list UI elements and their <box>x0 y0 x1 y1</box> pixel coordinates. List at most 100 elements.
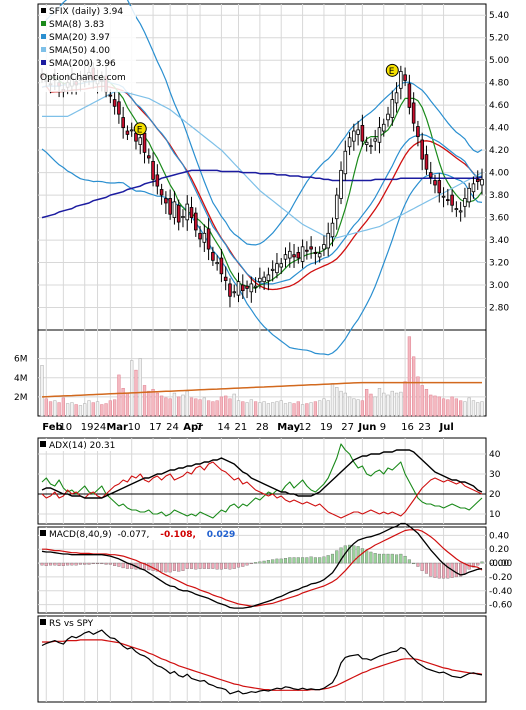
macd-histogram-bar <box>194 562 198 570</box>
date-tick-label: 28 <box>256 422 269 433</box>
candle-body <box>364 141 369 145</box>
date-tick-label: 10 <box>59 422 72 433</box>
volume-bar <box>155 392 159 417</box>
date-tick-label: 24 <box>166 422 179 433</box>
macd-histogram-bar <box>395 554 399 564</box>
macd-histogram-bar <box>100 562 104 565</box>
macd-histogram-bar <box>40 562 44 566</box>
volume-bar <box>177 396 181 417</box>
volume-bar <box>420 385 424 417</box>
volume-bar <box>100 404 104 417</box>
candle-body <box>245 285 249 289</box>
macd-histogram-bar <box>70 562 74 566</box>
volume-bar <box>91 402 95 417</box>
macd-histogram-bar <box>87 562 91 565</box>
candle-body <box>399 71 403 89</box>
price-tick-label: 4.80 <box>489 79 509 89</box>
candle-body <box>437 180 442 194</box>
candle-body <box>121 117 125 129</box>
candle-body <box>292 254 296 258</box>
legend-background <box>40 6 136 92</box>
volume-bar <box>459 400 463 417</box>
panel-frames <box>37 3 487 703</box>
macd-histogram-bar <box>61 562 65 566</box>
volume-bar <box>433 395 437 417</box>
volume-bar <box>249 399 253 417</box>
macd-histogram-bar <box>189 562 194 569</box>
macd-histogram-bar <box>138 562 142 570</box>
macd-tick-label: -0.00 <box>489 559 513 569</box>
date-tick-label: Feb <box>42 422 62 433</box>
macd-histogram-bar <box>424 562 429 574</box>
volume-bar <box>309 402 313 417</box>
candle-body <box>206 228 211 250</box>
candle-body <box>215 262 219 265</box>
volume-bar <box>416 376 420 417</box>
macd-histogram-bar <box>215 562 219 570</box>
volume-bar <box>61 397 65 417</box>
macd-histogram-bar <box>382 553 386 564</box>
candle-body <box>142 132 147 153</box>
volume-bar <box>78 405 83 417</box>
volume-bar <box>172 392 177 417</box>
candle-body <box>309 246 313 250</box>
watermark: OptionChance.com <box>40 73 126 83</box>
candle-body <box>373 138 377 142</box>
macd-histogram-bar <box>339 547 343 564</box>
macd-line <box>41 522 483 609</box>
volume-bar <box>347 396 352 417</box>
candle-body <box>112 99 117 107</box>
volume-bar <box>365 388 369 417</box>
legend-swatch-sma200 <box>41 60 46 65</box>
earnings-marker-label: E <box>137 125 143 135</box>
macd-value: -0.077, <box>118 530 150 540</box>
volume-bar <box>202 397 206 417</box>
macd-histogram-bar <box>207 562 211 569</box>
candle-body <box>164 198 168 204</box>
legend-swatch-price <box>41 8 46 13</box>
candle-body <box>322 244 326 250</box>
macd-histogram-bar <box>104 562 108 565</box>
volume-bar <box>382 392 386 417</box>
candle-body <box>253 285 258 288</box>
candle-body <box>369 145 373 148</box>
volume-bar <box>185 390 189 417</box>
price-tick-label: 4.40 <box>489 124 509 134</box>
volume-bar <box>288 402 292 417</box>
volume-bar <box>215 400 219 417</box>
earnings-marker <box>133 122 147 136</box>
price-tick-label: 4.20 <box>489 146 509 156</box>
volume-bar <box>322 398 326 417</box>
date-tick-label: 12 <box>299 422 312 433</box>
volume-bar <box>292 403 296 417</box>
adx-tick-label: 40 <box>489 450 501 460</box>
volume-bar <box>330 383 335 417</box>
candle-body <box>283 254 288 260</box>
volume-bar <box>147 390 151 417</box>
macd-histogram-bar <box>420 562 424 571</box>
candle-body <box>390 99 395 118</box>
candle-body <box>189 207 194 218</box>
adx-title: ADX(14) 20.31 <box>49 441 115 451</box>
candle-body <box>339 169 343 199</box>
volume-bar <box>228 398 232 417</box>
volume-bar <box>476 402 480 417</box>
candle-body <box>168 198 172 215</box>
volume-bar <box>467 397 471 417</box>
volume-bar <box>95 401 100 417</box>
price-tick-label: 3.60 <box>489 214 509 224</box>
macd-histogram-bar <box>83 562 87 565</box>
volume-bar <box>279 400 283 417</box>
macd-histogram-bar <box>108 562 112 565</box>
macd-signal-line <box>42 529 483 607</box>
volume-bar <box>377 388 382 417</box>
volume-bar <box>232 393 236 417</box>
macd-histogram-bar <box>279 558 283 564</box>
macd-histogram-bar <box>266 560 270 564</box>
volume-bar <box>181 394 185 417</box>
candle-body <box>326 232 331 249</box>
candle-body <box>151 160 155 180</box>
legend-price: SFIX (daily) 3.94 <box>49 7 123 17</box>
macd-tick-label: -0.20 <box>489 573 513 583</box>
macd-histogram-bar <box>288 557 292 564</box>
